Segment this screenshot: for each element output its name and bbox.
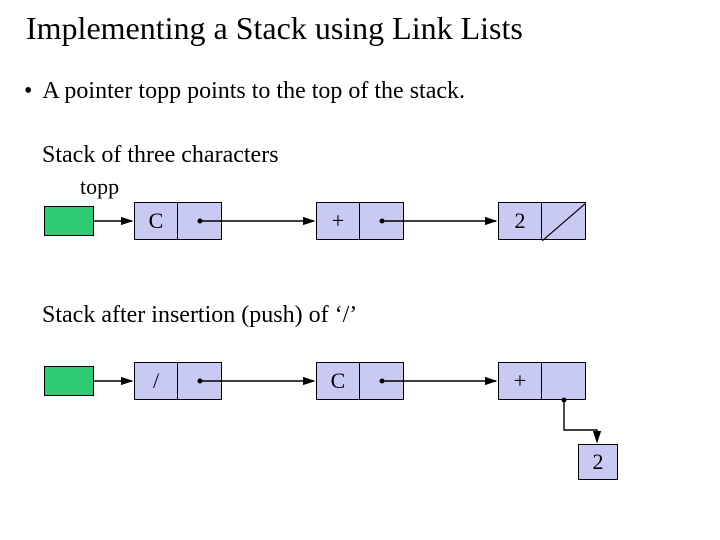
topp-box-2 (44, 366, 94, 396)
node-r2-0-data: / (135, 363, 178, 399)
node-r2-1-data: C (317, 363, 360, 399)
topp-label: topp (80, 174, 119, 200)
node-r2-2-ptr (542, 363, 585, 399)
node-r1-1: + (316, 202, 404, 240)
null-slash-icon (542, 203, 586, 241)
node-r2-0: / (134, 362, 222, 400)
node-r2-1: C (316, 362, 404, 400)
bullet-1-text: A pointer topp points to the top of the … (42, 78, 465, 105)
node-r1-0: C (134, 202, 222, 240)
node-r1-1-ptr (360, 203, 403, 239)
subtitle-1: Stack of three characters (42, 142, 279, 169)
node-r2-0-ptr (178, 363, 221, 399)
tail-node: 2 (578, 444, 618, 480)
node-r1-2-data: 2 (499, 203, 542, 239)
node-r1-1-data: + (317, 203, 360, 239)
node-r2-2: + (498, 362, 586, 400)
node-r2-2-data: + (499, 363, 542, 399)
node-r2-1-ptr (360, 363, 403, 399)
bullet-dot-icon: • (24, 78, 32, 105)
subtitle-2: Stack after insertion (push) of ‘/’ (42, 302, 357, 329)
node-r1-2-ptr (542, 203, 585, 239)
topp-box-1 (44, 206, 94, 236)
node-r1-2: 2 (498, 202, 586, 240)
node-r1-0-data: C (135, 203, 178, 239)
bullet-1: • A pointer topp points to the top of th… (24, 78, 465, 105)
slide-title: Implementing a Stack using Link Lists (26, 10, 523, 47)
node-r1-0-ptr (178, 203, 221, 239)
